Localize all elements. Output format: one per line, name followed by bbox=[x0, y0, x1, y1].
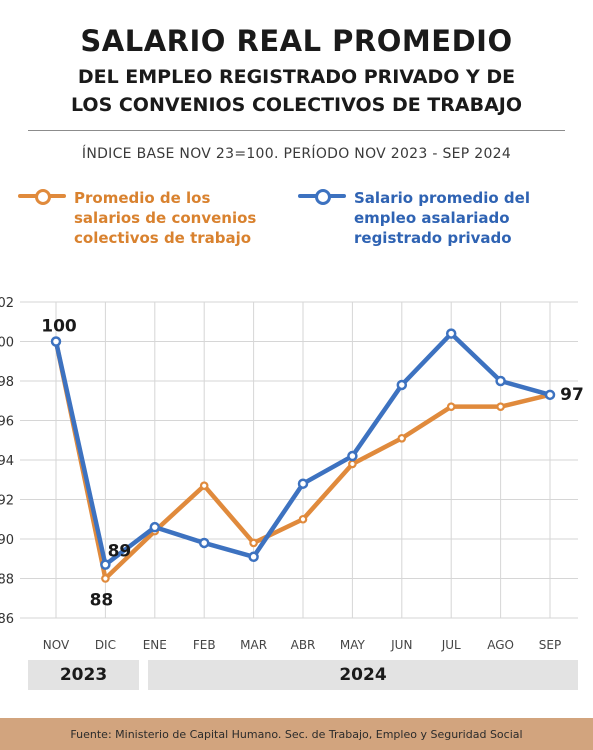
y-tick-label: 102 bbox=[0, 296, 14, 311]
x-tick-label: MAY bbox=[340, 638, 366, 652]
title-divider bbox=[28, 130, 565, 131]
series-point-1 bbox=[100, 559, 111, 570]
x-tick-label: JUL bbox=[441, 638, 461, 652]
legend-label-salario: Salario promedio del empleo asalariado r… bbox=[354, 189, 530, 247]
data-label: 88 bbox=[90, 591, 114, 611]
y-tick-label: 94 bbox=[0, 454, 14, 469]
series-point-0 bbox=[101, 574, 110, 583]
x-tick-label: ABR bbox=[291, 638, 316, 652]
legend-swatch-orange bbox=[18, 188, 66, 205]
y-tick-label: 88 bbox=[0, 573, 14, 588]
series-point-1 bbox=[495, 375, 506, 387]
series-point-0 bbox=[446, 402, 456, 411]
x-tick-label: FEB bbox=[193, 638, 216, 652]
series-point-1 bbox=[544, 389, 556, 401]
source-footer: Fuente: Ministerio de Capital Humano. Se… bbox=[0, 718, 593, 750]
series-point-1 bbox=[297, 478, 309, 489]
series-point-0 bbox=[298, 514, 308, 524]
legend-swatch-blue bbox=[298, 188, 346, 205]
legend-item-convenios: Promedio de los salarios de convenios co… bbox=[18, 188, 259, 248]
y-tick-label: 92 bbox=[0, 494, 14, 509]
year-label-2024: 2024 bbox=[148, 660, 578, 690]
series-point-1 bbox=[248, 551, 259, 563]
x-tick-label: MAR bbox=[240, 638, 267, 652]
series-point-0 bbox=[496, 402, 505, 411]
data-label: 89 bbox=[108, 542, 132, 562]
x-tick-label: SEP bbox=[539, 638, 561, 652]
series-point-1 bbox=[198, 537, 210, 549]
legend-item-salario: Salario promedio del empleo asalariado r… bbox=[298, 188, 539, 248]
chart-subtitle: ÍNDICE BASE NOV 23=100. PERÍODO NOV 2023… bbox=[81, 146, 512, 162]
y-tick-label: 96 bbox=[0, 415, 14, 430]
y-tick-label: 100 bbox=[0, 336, 14, 351]
series-point-1 bbox=[347, 450, 358, 462]
y-tick-label: 98 bbox=[0, 375, 14, 390]
chart-title: SALARIO REAL PROMEDIO bbox=[80, 24, 513, 58]
x-tick-label: ENE bbox=[143, 638, 167, 652]
x-tick-label: JUN bbox=[390, 638, 412, 652]
x-tick-label: NOV bbox=[43, 638, 70, 652]
series-point-1 bbox=[445, 328, 457, 339]
chart-title-line-1: DEL EMPLEO REGISTRADO PRIVADO Y DE bbox=[77, 66, 516, 88]
line-chart: 86 88 90 92 94 96 98 100 102 NOV DIC ENE FEB MAR ABR MA… bbox=[0, 296, 584, 652]
series-point-1 bbox=[50, 336, 62, 347]
x-tick-label: DIC bbox=[95, 638, 116, 652]
series-point-1 bbox=[396, 379, 408, 391]
y-tick-label: 86 bbox=[0, 612, 14, 627]
data-label: 97 bbox=[560, 385, 584, 405]
year-label-2023: 2023 bbox=[28, 660, 139, 690]
chart-title-line-2: LOS CONVENIOS COLECTIVOS DE TRABAJO bbox=[70, 94, 523, 116]
series-point-0 bbox=[397, 433, 407, 443]
y-tick-label: 90 bbox=[0, 533, 14, 548]
series-point-0 bbox=[199, 481, 209, 490]
data-label: 100 bbox=[41, 317, 77, 337]
x-tick-label: AGO bbox=[487, 638, 514, 652]
series-point-0 bbox=[348, 459, 357, 469]
series-point-0 bbox=[249, 538, 258, 548]
series-point-1 bbox=[149, 521, 161, 533]
legend-label-convenios: Promedio de los salarios de convenios co… bbox=[74, 189, 257, 247]
